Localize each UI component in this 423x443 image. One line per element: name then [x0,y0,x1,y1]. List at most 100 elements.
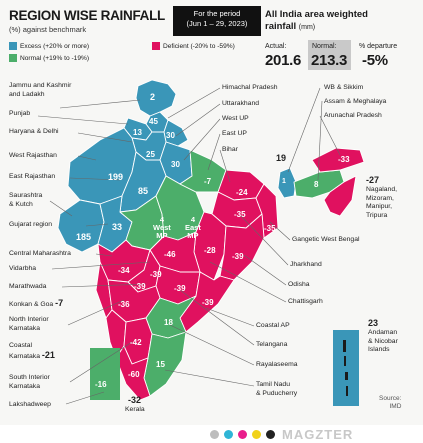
label-chhattisgarh: Chattisgarh [288,298,323,305]
label-hp: Himachal Pradesh [222,84,278,91]
label-bihar: Bihar [222,146,238,153]
footer-dot-magenta [238,430,247,439]
lakshadweep-box [90,348,120,400]
period-line2: (Jun 1 – 29, 2023) [186,19,248,28]
value-east-up: -7 [204,177,212,186]
andaman-islands [343,340,348,396]
region-saurashtra [57,199,105,253]
watermark: MAGZTER [282,427,354,442]
label-jharkhand: Jharkhand [290,261,322,268]
normal-swatch [9,54,17,62]
region-odisha [219,213,265,281]
value-wb-sikkim: 1 [282,178,286,185]
value-marathwada: -39 [150,270,162,279]
value-west-up: 30 [171,160,180,169]
normal-value: 213.3 [311,52,348,69]
legend-excess-label: Excess (+20% or more) [20,42,90,50]
arunachal-value: 19 [276,153,287,163]
legend-excess: Excess (+20% or more) [9,42,89,50]
value-vidarbha: -46 [164,250,176,259]
footer-dot-black [266,430,275,439]
all-india-title-line2: rainfall [265,21,297,32]
legend-deficient: Deficient (-20% to -59%) [152,42,235,50]
source-note: Source: IMD [379,395,402,410]
period-line1: For the period [193,9,241,18]
legend-normal-label: Normal (+19% to -19%) [20,54,90,62]
value-hp: 45 [149,117,158,126]
value-sik: -42 [130,338,142,347]
label-sik: South Interior Karnataka [9,374,50,390]
legend-normal: Normal (+19% to -19%) [9,54,89,62]
lakshadweep-value: -16 [95,380,107,389]
value-assam: 8 [314,180,319,189]
label-arunachal: Arunachal Pradesh [324,112,382,119]
value-west-mp: 4 West MP [153,215,171,240]
value-punjab: 13 [133,128,142,137]
value-gujarat: 33 [112,222,123,232]
region-tamil-nadu [143,331,187,397]
departure-value: -5% [362,52,388,69]
excess-swatch [9,42,17,50]
normal-label: Normal: [312,43,337,50]
footer-dot-grey [210,430,219,439]
deficient-swatch [152,42,160,50]
value-nmmt: -33 [338,155,350,164]
period-box: For the period (Jun 1 – 29, 2023) [173,6,261,36]
region-wb-sikkim [277,167,297,199]
all-india-unit: (mm) [298,24,316,31]
value-east-rajasthan: 85 [138,186,149,196]
label-wb-sikkim: WB & Sikkim [324,84,364,91]
value-gangetic-wb: -35 [264,224,276,233]
label-west-rajasthan: West Rajasthan [9,152,57,159]
departure-label: % departure [359,43,398,50]
label-coastal-ap: Coastal AP [256,322,290,329]
label-central-maharashtra: Central Maharashtra [9,250,71,257]
footer-dot-cyan [224,430,233,439]
label-rayalaseema: Rayalaseema [256,361,298,368]
page-subtitle: (%) against benchmark [9,25,87,34]
label-odisha: Odisha [288,281,310,288]
actual-value: 201.6 [265,52,302,69]
label-telangana: Telangana [256,341,288,348]
value-rayalaseema: 18 [164,318,173,327]
actual-label: Actual: [265,43,287,50]
label-lakshadweep: Lakshadweep [9,401,51,408]
region-arunachal [311,147,365,173]
value-odisha: -39 [232,252,244,261]
value-konkan: -39 [134,282,146,291]
normal-highlight-box [308,40,351,70]
label-andaman: Andaman & Nicobar Islands [368,329,398,353]
value-west-rajasthan: 199 [108,172,124,182]
label-saurashtra: Saurashtra & Kutch [9,192,43,208]
region-jammu-kashmir [135,79,177,117]
value-kerala-map: -60 [128,370,140,379]
label-vidarbha: Vidarbha [9,265,37,272]
legend-deficient-label: Deficient (-20% to -59%) [163,42,235,50]
label-uttarakhand: Uttarakhand [222,100,260,107]
all-india-title: All India area weighted rainfall (mm) [265,9,368,34]
label-nmmt: Nagaland, Mizoram, Manipur, Tripura [366,186,397,219]
value-jk: 2 [150,92,156,102]
all-india-title-line1: All India area weighted [265,9,368,20]
value-nik: -36 [118,300,130,309]
label-punjab: Punjab [9,110,31,117]
label-kerala: Kerala [125,406,145,413]
page-title: REGION WISE RAINFALL [9,8,166,23]
label-tamil-nadu: Tamil Nadu & Puducherry [256,381,298,397]
value-bihar: -24 [236,188,248,197]
label-east-up: East UP [222,130,247,137]
nmmt-value: -27 [366,175,380,185]
value-uttarakhand: 30 [166,131,175,140]
label-konkan: Konkan & Goa -7 [9,298,64,309]
value-tamil-nadu: 15 [156,360,165,369]
value-haryana: 25 [146,150,155,159]
andaman-value: 23 [368,318,379,328]
value-coastal-ap: -39 [202,298,214,307]
value-central-maharashtra: -34 [118,266,130,275]
leader-lines [37,87,341,405]
value-telangana: -39 [174,284,186,293]
value-jharkhand: -35 [234,210,246,219]
value-east-mp: 4 East MP [185,215,201,240]
